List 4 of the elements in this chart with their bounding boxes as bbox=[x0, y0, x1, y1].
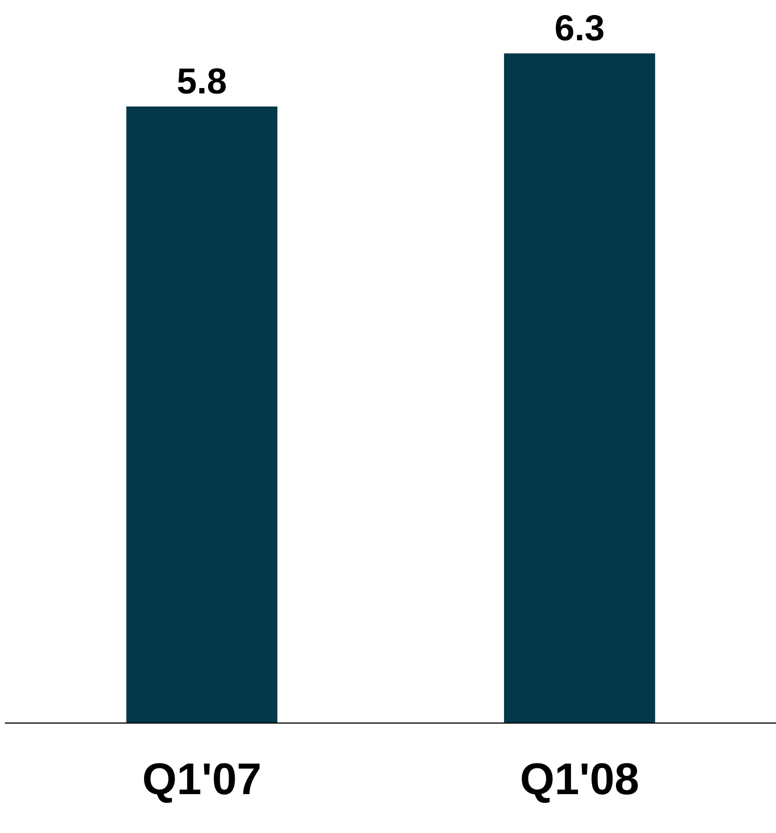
x-tick-label: Q1'08 bbox=[522, 763, 638, 803]
x-tick-label: Q1'07 bbox=[144, 763, 260, 803]
data-label: 6.3 bbox=[556, 15, 604, 41]
data-label: 5.8 bbox=[178, 68, 226, 94]
